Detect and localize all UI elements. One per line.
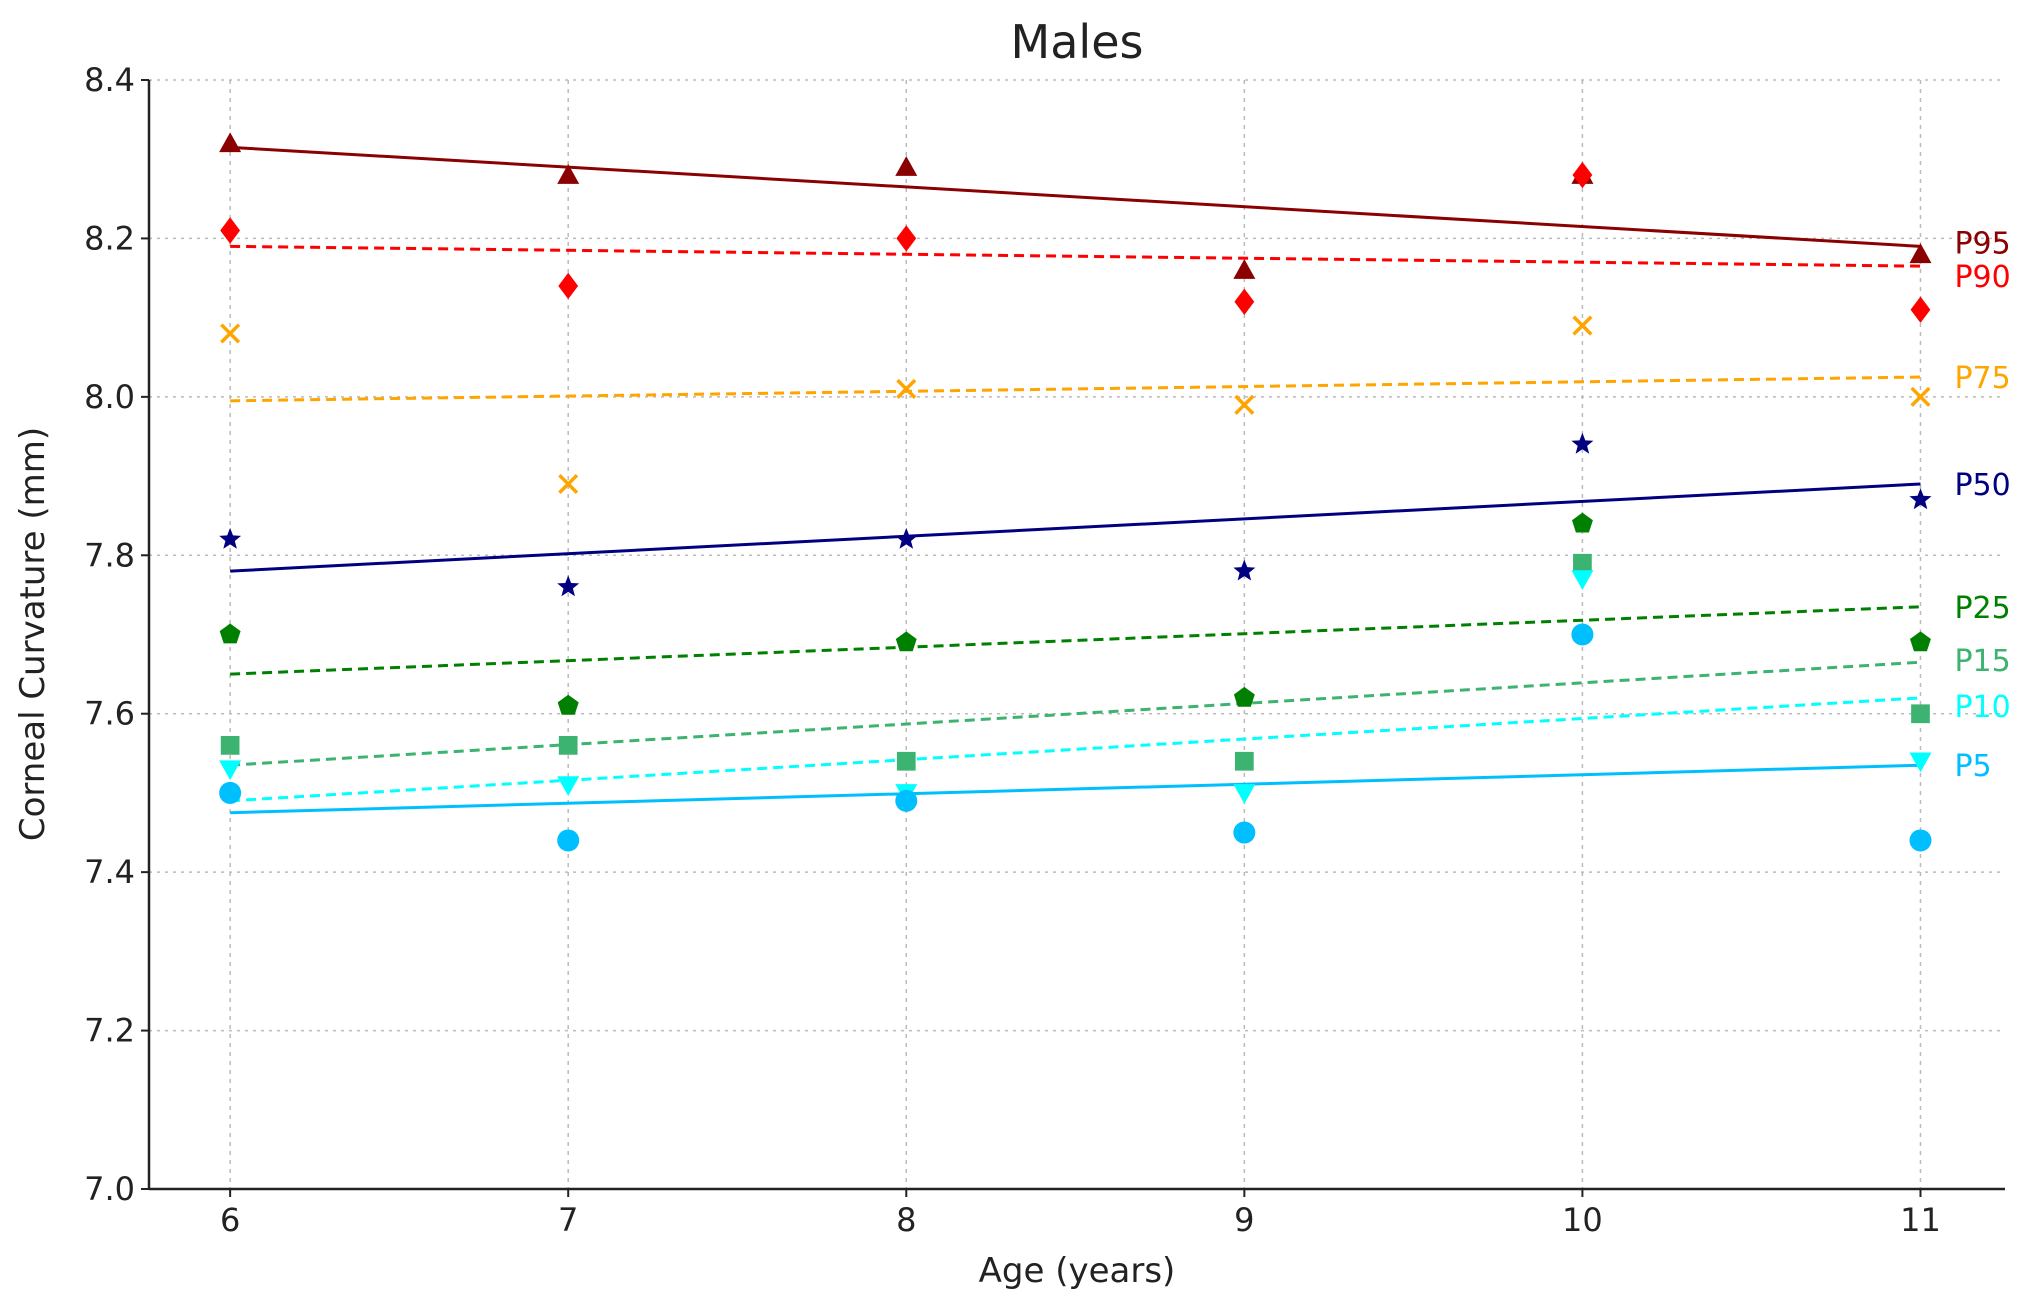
chart-title: Males <box>1011 15 1144 69</box>
marker-p75 <box>220 323 241 344</box>
marker-p75 <box>1910 386 1931 407</box>
series-label-p95: P95 <box>1954 226 2010 261</box>
y-tick-label: 8.4 <box>84 61 135 99</box>
y-tick-label: 8.2 <box>84 219 135 257</box>
marker-p90 <box>558 272 579 300</box>
marker-p50 <box>1233 559 1256 581</box>
marker-p15 <box>1911 704 1930 724</box>
marker-p50 <box>895 527 918 549</box>
x-tick-label: 10 <box>1562 1201 1603 1239</box>
marker-p15 <box>1573 553 1592 573</box>
y-tick-label: 7.0 <box>84 1170 135 1208</box>
marker-p10 <box>1571 570 1594 591</box>
y-tick-label: 8.0 <box>84 378 135 416</box>
grid <box>149 79 2005 1190</box>
marker-p90 <box>1572 161 1593 189</box>
marker-p90 <box>220 217 241 244</box>
x-tick-label: 11 <box>1900 1201 1941 1239</box>
marker-p10 <box>557 776 580 797</box>
marker-p5 <box>1233 821 1256 844</box>
fit-line-p90 <box>230 244 1921 268</box>
marker-p90 <box>896 225 917 252</box>
marker-p15 <box>220 736 240 755</box>
fit-line-p95 <box>230 145 1921 248</box>
fit-line-p5 <box>230 763 1921 815</box>
marker-p90 <box>1234 288 1255 315</box>
marker-p15 <box>558 736 578 755</box>
axes: 6 7 8 9 10 11 7.0 7.2 7.4 7.6 7.8 8.0 8.2 8.4 <box>84 61 2005 1239</box>
marker-p5 <box>895 789 918 812</box>
marker-p25 <box>1233 686 1255 707</box>
x-axis-label: Age (years) <box>979 1251 1176 1291</box>
fit-line-p25 <box>230 605 1921 676</box>
marker-p25 <box>895 631 917 652</box>
y-tick-label: 7.4 <box>84 853 135 891</box>
x-tick-label: 7 <box>558 1201 578 1239</box>
marker-p5 <box>219 781 242 804</box>
fit-line-p10 <box>230 696 1921 803</box>
series-label-p90: P90 <box>1954 260 2010 295</box>
marker-p95 <box>557 164 580 184</box>
marker-p95 <box>1233 259 1256 279</box>
marker-p50 <box>219 527 242 549</box>
x-tick-label: 6 <box>220 1201 240 1239</box>
fit-lines <box>230 145 1921 815</box>
x-tick-label: 9 <box>1234 1201 1254 1239</box>
marker-p15 <box>896 751 916 771</box>
y-tick-label: 7.8 <box>84 536 135 574</box>
marker-p15 <box>1234 751 1254 771</box>
fit-line-p15 <box>230 660 1921 767</box>
marker-p10 <box>219 760 242 781</box>
y-tick-label: 7.2 <box>84 1012 135 1050</box>
marker-p5 <box>1909 829 1932 852</box>
fit-line-p50 <box>230 482 1921 573</box>
series-label-p75: P75 <box>1954 361 2010 396</box>
marker-p75 <box>558 473 579 495</box>
marker-p5 <box>1571 623 1594 646</box>
series-label-p50: P50 <box>1954 468 2010 503</box>
series-label-p15: P15 <box>1954 644 2010 679</box>
marker-p10 <box>1233 784 1256 804</box>
fit-line-p75 <box>230 375 1921 403</box>
y-tick-label: 7.6 <box>84 695 135 733</box>
marker-p95 <box>1909 243 1932 264</box>
marker-p75 <box>896 378 917 399</box>
marker-p5 <box>557 829 580 852</box>
marker-p95 <box>219 132 242 153</box>
marker-p95 <box>895 156 918 176</box>
marker-p25 <box>557 694 579 715</box>
marker-p25 <box>1572 512 1593 533</box>
y-axis-label: Corneal Curvature (mm) <box>13 427 53 841</box>
marker-p10 <box>1909 752 1932 773</box>
marker-p25 <box>1910 631 1931 652</box>
marker-p75 <box>1234 394 1255 415</box>
marker-p50 <box>1909 488 1932 510</box>
marker-p90 <box>1910 296 1931 323</box>
series-label-p10: P10 <box>1954 690 2010 725</box>
marker-p75 <box>1572 315 1593 336</box>
marker-p50 <box>1571 432 1594 454</box>
marker-p50 <box>557 575 580 597</box>
marker-p25 <box>219 623 241 644</box>
series-label-p25: P25 <box>1954 591 2010 626</box>
series-label-p5: P5 <box>1954 749 1991 784</box>
x-tick-label: 8 <box>896 1201 916 1239</box>
data-markers <box>219 132 1932 852</box>
